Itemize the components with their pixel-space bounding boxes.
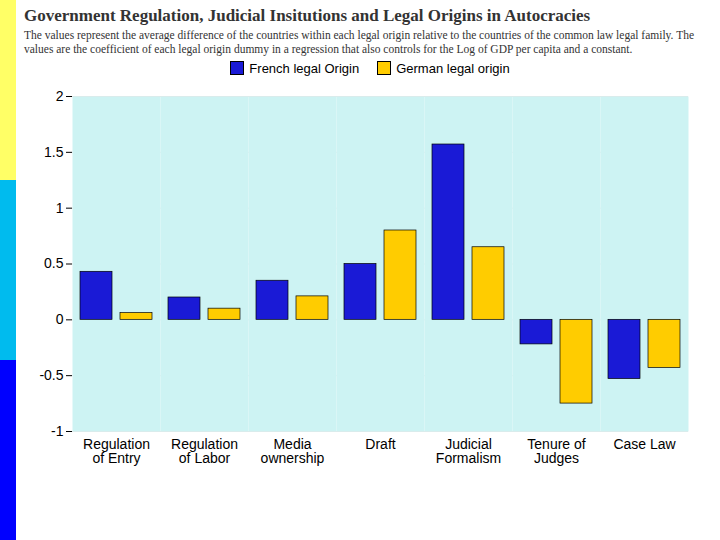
svg-text:0.5: 0.5 <box>44 255 64 271</box>
svg-text:Regulationof Labor: Regulationof Labor <box>171 436 238 466</box>
svg-text:-0.5: -0.5 <box>39 367 63 383</box>
svg-text:JudicialFormalism: JudicialFormalism <box>436 436 501 466</box>
html-text:French legal Origin: French legal Origin <box>249 60 360 76</box>
svg-text:Mediaownership: Mediaownership <box>261 436 325 466</box>
html-text:Government Regulation, Judicia: Government Regulation, Judicial Insituti… <box>24 6 591 25</box>
svg-text:-1: -1 <box>51 423 64 439</box>
svg-text:2: 2 <box>56 88 64 104</box>
svg-text:Draft: Draft <box>365 436 395 452</box>
html-text:German legal origin: German legal origin <box>396 60 510 76</box>
html-text:The values represent the avera: The values represent the average differe… <box>24 29 694 56</box>
svg-text:Regulationof Entry: Regulationof Entry <box>83 436 150 466</box>
svg-text:Case Law: Case Law <box>613 436 676 452</box>
svg-text:0: 0 <box>56 311 64 327</box>
svg-text:1.5: 1.5 <box>44 144 64 160</box>
svg-text:Tenure ofJudges: Tenure ofJudges <box>527 436 585 466</box>
svg-text:1: 1 <box>56 199 64 215</box>
